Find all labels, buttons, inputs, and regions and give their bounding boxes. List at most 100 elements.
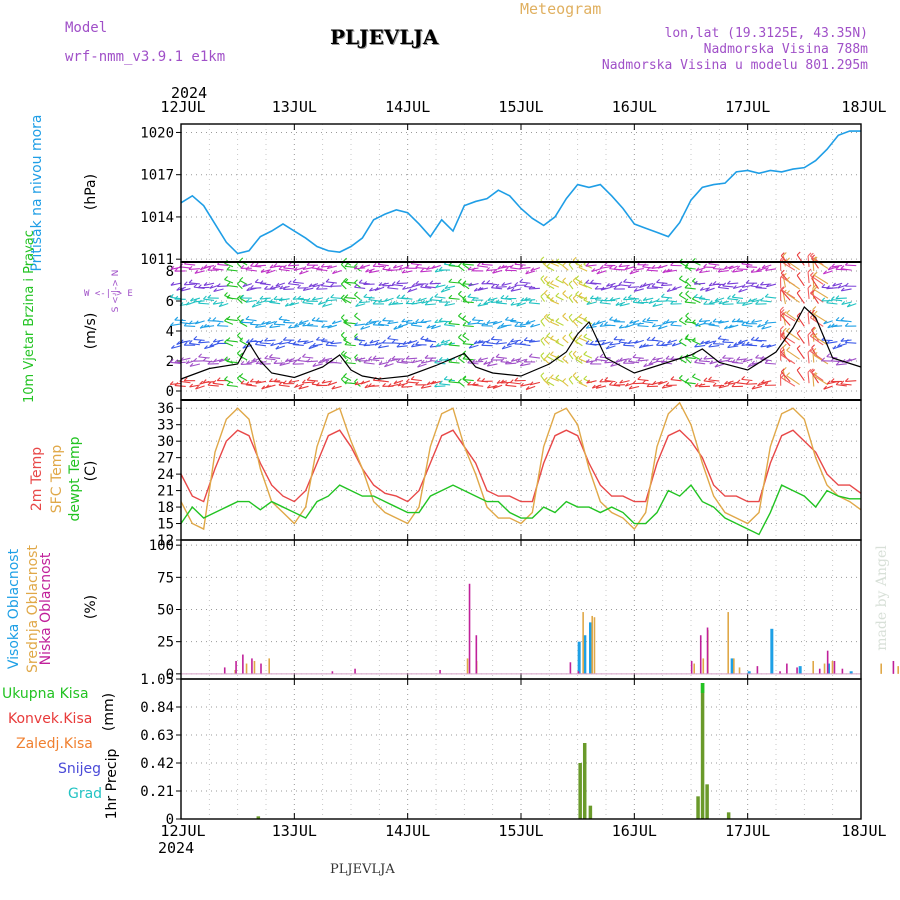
- wind-barb-flag: [510, 338, 514, 343]
- wind-barb-flag: [757, 323, 761, 328]
- wind-barb: [279, 362, 290, 366]
- wind-barb-flag: [546, 293, 551, 298]
- wind-barb: [292, 281, 304, 284]
- wind-barb-flag: [239, 277, 244, 281]
- wind-barb: [486, 268, 498, 272]
- wind-barb-flag: [273, 360, 278, 364]
- wind-barb-flag: [728, 265, 733, 270]
- wind-barb: [530, 323, 541, 328]
- wind-barb-flag: [656, 341, 660, 346]
- wind-barb-flag: [549, 280, 554, 284]
- wind-barb-flag: [358, 341, 363, 345]
- wind-barb: [344, 297, 356, 300]
- wind-barb-flag: [813, 352, 818, 356]
- wind-barb-flag: [604, 359, 608, 364]
- wind-barb-flag: [786, 257, 790, 262]
- wind-barb: [430, 380, 441, 385]
- wind-barb-flag: [420, 359, 425, 364]
- footer-station: PLJEVLJA: [330, 862, 395, 877]
- wind-barb: [368, 358, 380, 362]
- wind-barb-flag: [599, 353, 604, 358]
- wind-barb-flag: [477, 302, 482, 307]
- wind-barb-flag: [700, 340, 705, 345]
- wind-barb-flag: [585, 279, 590, 284]
- wind-barb-flag: [397, 382, 402, 387]
- wind-barb-flag: [684, 298, 689, 303]
- wind-barb-flag: [703, 300, 708, 305]
- wind-barb: [684, 356, 696, 360]
- wind-barb: [420, 270, 432, 273]
- wind-barb: [486, 282, 498, 286]
- wind-barb-flag: [555, 275, 560, 280]
- wind-barb: [420, 320, 432, 323]
- wind-barb-flag: [188, 340, 193, 344]
- wind-barb: [368, 299, 380, 302]
- wind-barb: [212, 319, 224, 323]
- wind-barb: [810, 292, 824, 303]
- wind-barb-flag: [316, 317, 320, 322]
- wind-barb: [525, 385, 536, 391]
- wind-barb-flag: [822, 270, 827, 275]
- wind-barb-flag: [504, 266, 509, 271]
- wind-barb-flag: [562, 262, 567, 266]
- wind-barb: [322, 303, 333, 308]
- wind-barb: [514, 263, 526, 266]
- wind-barb: [369, 287, 380, 292]
- wind-barb: [462, 335, 470, 341]
- wind-barb: [246, 299, 257, 303]
- wind-barb: [429, 282, 441, 285]
- wind-barb-flag: [684, 335, 689, 340]
- wind-barb: [344, 344, 356, 347]
- wind-barb-flag: [344, 379, 349, 384]
- year-label-bottom: 2024: [158, 839, 195, 857]
- year-label-top: 2024: [171, 84, 208, 102]
- wind-barb-flag: [462, 295, 467, 300]
- wind-barb-flag: [786, 276, 790, 281]
- wind-barb-flag: [780, 325, 784, 330]
- wind-barb: [184, 325, 196, 327]
- wind-barb: [811, 257, 819, 269]
- wind-barb: [831, 299, 843, 302]
- wind-barb-flag: [708, 300, 713, 305]
- wind-barb-flag: [678, 317, 683, 321]
- wind-barb-flag: [372, 321, 377, 326]
- y-tick-label: 0.21: [140, 784, 174, 800]
- wind-barb: [274, 381, 285, 384]
- wind-barb-flag: [780, 273, 785, 278]
- wind-barb: [699, 298, 710, 301]
- wind-barb: [672, 285, 682, 291]
- wind-barb-flag: [509, 317, 514, 322]
- wind-barb-flag: [629, 319, 633, 324]
- wind-barb-flag: [297, 357, 302, 361]
- wind-barb-flag: [458, 278, 462, 283]
- wind-barb: [343, 375, 352, 381]
- wind-barb: [845, 380, 857, 382]
- precip-legend-frozen: Zaledj.Kisa: [16, 736, 93, 752]
- wind-barb-flag: [727, 295, 731, 300]
- wind-barb-flag: [174, 382, 179, 386]
- wind-barb-flag: [226, 358, 231, 362]
- wind-barb-flag: [646, 317, 651, 321]
- wind-barb: [266, 269, 276, 274]
- wind-barb-flag: [613, 318, 618, 323]
- y-tick-label: 100: [149, 538, 174, 554]
- wind-barb-flag: [236, 280, 241, 285]
- wind-barb-flag: [256, 300, 260, 305]
- wind-barb-flag: [340, 331, 345, 336]
- wind-barb-flag: [543, 336, 548, 340]
- wind-barb-flag: [562, 277, 567, 282]
- cloud-mid-bar: [593, 617, 596, 674]
- wind-barb-flag: [462, 332, 467, 337]
- wind-barb-flag: [500, 322, 505, 327]
- wind-barb: [546, 316, 555, 322]
- wind-barb: [813, 289, 829, 299]
- wind-barb-flag: [595, 384, 600, 389]
- wind-barb-flag: [467, 381, 471, 386]
- wind-barb-flag: [278, 340, 283, 345]
- wind-barb-flag: [486, 339, 491, 343]
- date-label: 17JUL: [725, 822, 771, 840]
- y-tick-label: 8: [166, 264, 174, 280]
- wind-barb: [596, 270, 607, 275]
- wind-barb: [718, 269, 729, 273]
- wind-barb-flag: [661, 341, 665, 346]
